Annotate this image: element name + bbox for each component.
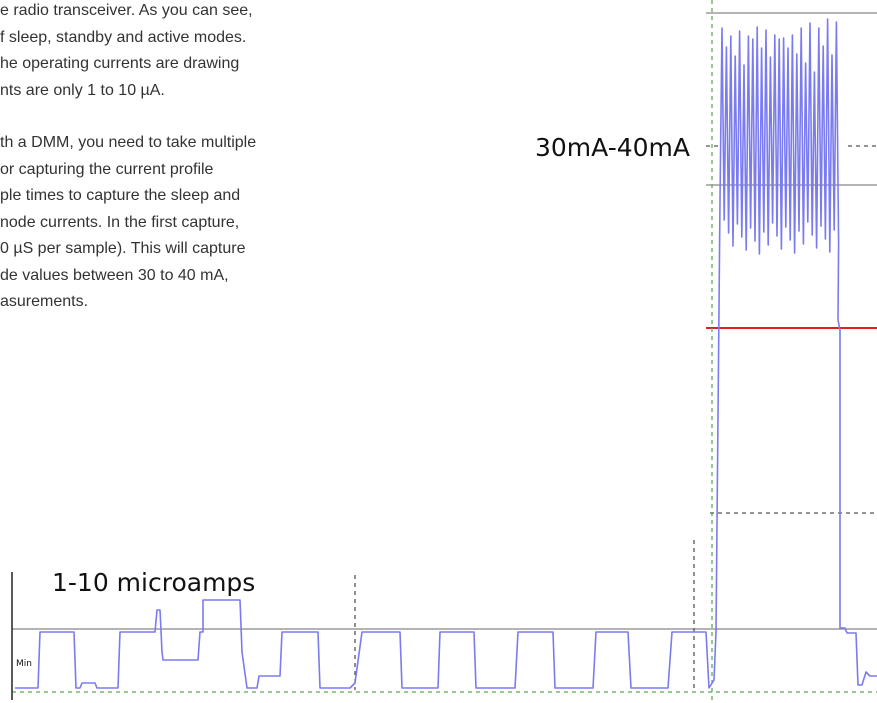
text-line: asurements. [0, 293, 89, 310]
text-line: e radio transceiver. As you can see, [0, 2, 253, 19]
annotation-active-range: 30mA-40mA [535, 133, 690, 162]
article-paragraph-2: th a DMM, you need to take multiple or c… [0, 130, 400, 316]
text-line: de values between 30 to 40 mA, [0, 266, 229, 284]
article-paragraph-1: e radio transceiver. As you can see, f s… [0, 0, 400, 104]
text-line: or capturing the current profile [0, 160, 214, 178]
text-line: he operating currents are drawing [0, 55, 240, 72]
text-line: ple times to capture the sleep and [0, 187, 241, 204]
annotation-sleep-range: 1-10 microamps [52, 568, 255, 597]
chart-grid [11, 0, 877, 703]
text-line: node currents. In the first capture, [0, 213, 240, 231]
text-line: nts are only 1 to 10 µA. [0, 81, 165, 99]
current-trace-line [15, 18, 877, 689]
text-line: 0 µS per sample). This will capture [0, 240, 246, 257]
annotation-min-marker: Min [16, 659, 32, 669]
chart-trace-layer [15, 18, 877, 689]
article-text: e radio transceiver. As you can see, f s… [0, 0, 400, 316]
text-line: th a DMM, you need to take multiple [0, 134, 257, 151]
chart-annotation-layer: 30mA-40mA 1-10 microamps Min [16, 133, 690, 669]
text-line: f sleep, standby and active modes. [0, 28, 247, 46]
